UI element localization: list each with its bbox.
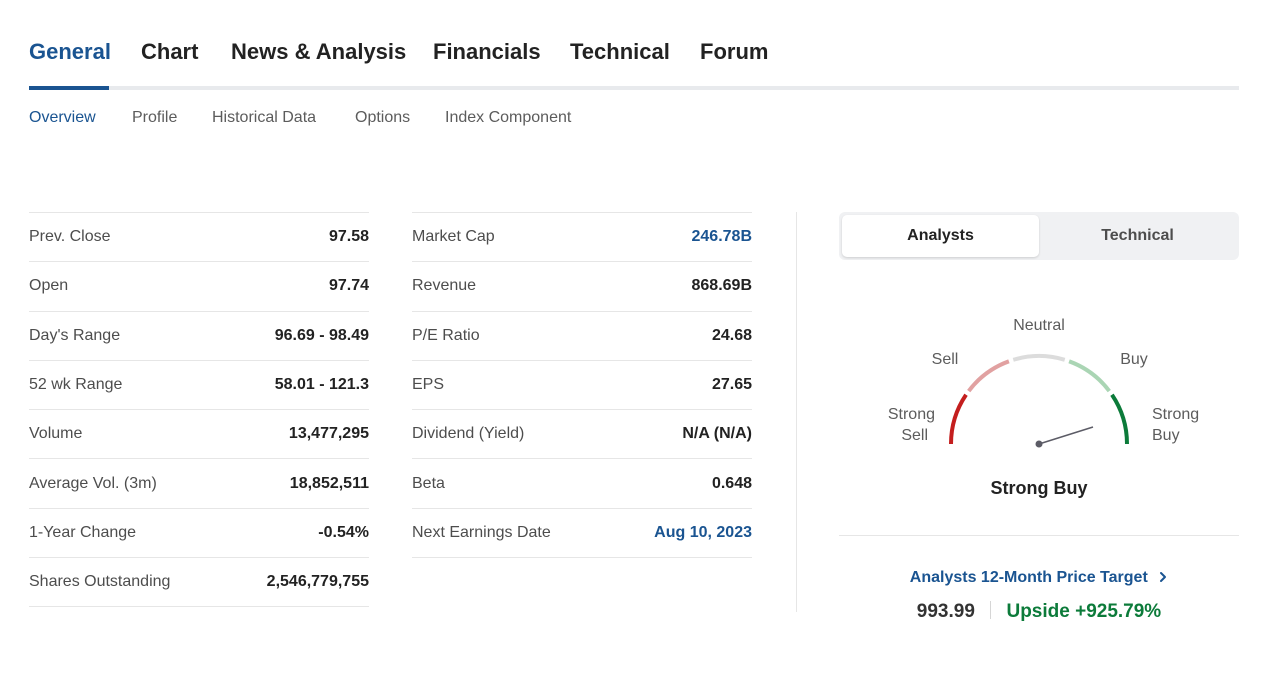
table-row: Revenue 868.69B xyxy=(412,262,753,312)
stats-table-right: Market Cap 246.78B Revenue 868.69B P/E Rat… xyxy=(412,212,753,559)
column-divider xyxy=(796,212,797,612)
market-cap-link[interactable]: 246.78B xyxy=(691,228,753,246)
subtab-historical-data[interactable]: Historical Data xyxy=(212,109,317,126)
gauge-label-strong-buy-line2: Buy xyxy=(1152,427,1180,444)
table-row: Shares Outstanding 2,546,779,755 xyxy=(29,558,369,608)
table-row: Volume 13,477,295 xyxy=(29,410,369,460)
stat-value: N/A (N/A) xyxy=(682,425,752,443)
price-target-link-label: Analysts 12-Month Price Target xyxy=(909,569,1148,586)
stat-value: 27.65 xyxy=(711,376,752,394)
stat-label: Shares Outstanding xyxy=(29,573,171,591)
gauge-label-sell: Sell xyxy=(931,351,959,368)
stat-label: 52 wk Range xyxy=(29,376,123,394)
stat-value: 0.648 xyxy=(711,474,752,492)
price-target-link[interactable]: Analysts 12-Month Price Target xyxy=(839,569,1239,587)
subtab-profile[interactable]: Profile xyxy=(132,109,178,126)
tab-chart[interactable]: Chart xyxy=(141,39,199,64)
stat-label: Dividend (Yield) xyxy=(412,425,525,443)
table-row: Day's Range 96.69 - 98.49 xyxy=(29,312,369,361)
table-row: Next Earnings Date Aug 10, 2023 xyxy=(412,509,752,559)
stat-label: Volume xyxy=(29,425,83,443)
subtab-options[interactable]: Options xyxy=(355,109,411,126)
tab-forum[interactable]: Forum xyxy=(700,39,769,64)
stat-value: 24.68 xyxy=(711,326,752,344)
stat-label: Open xyxy=(29,277,69,295)
table-row: Beta 0.648 xyxy=(412,459,752,509)
gauge-label-strong-sell: Strong Sell xyxy=(869,404,935,446)
gauge-segment-buy xyxy=(1068,359,1111,393)
table-row: Dividend (Yield) N/A (N/A) xyxy=(412,410,752,460)
gauge-needle-pivot xyxy=(1035,440,1043,448)
chevron-right-icon xyxy=(1160,572,1167,582)
gauge-label-strong-buy: Strong Buy xyxy=(1148,404,1208,446)
table-row: EPS 27.65 xyxy=(412,361,752,411)
stat-value: 96.69 - 98.49 xyxy=(274,326,369,344)
active-tab-underline xyxy=(29,86,109,90)
stat-label: Revenue xyxy=(412,277,477,295)
table-row: Prev. Close 97.58 xyxy=(29,213,369,263)
gauge-label-strong-sell-line1: Strong xyxy=(887,406,935,423)
technical-toggle-button[interactable]: Technical xyxy=(1101,227,1174,244)
sentiment-gauge xyxy=(949,354,1129,448)
gauge-segment-neutral xyxy=(1012,354,1066,362)
table-row: P/E Ratio 24.68 xyxy=(412,312,752,361)
table-row: Market Cap 246.78B xyxy=(412,213,753,263)
tab-technical[interactable]: Technical xyxy=(570,39,670,64)
price-target-row: 993.99 Upside +925.79% xyxy=(839,601,1239,623)
table-row: 52 wk Range 58.01 - 121.3 xyxy=(29,361,369,411)
stat-value: 868.69B xyxy=(691,277,753,295)
stat-value: 97.74 xyxy=(328,277,369,295)
stat-label: Market Cap xyxy=(412,228,495,246)
analyst-technical-toggle: Analysts Technical xyxy=(839,212,1239,260)
stat-label: Prev. Close xyxy=(29,228,111,246)
analysts-toggle-button[interactable]: Analysts xyxy=(842,215,1039,257)
subtab-index-component[interactable]: Index Component xyxy=(445,109,572,126)
stat-label: 1-Year Change xyxy=(29,523,137,541)
gauge-segment-sell xyxy=(967,359,1010,393)
gauge-label-strong-sell-line2: Sell xyxy=(901,427,928,444)
price-target-value: 993.99 xyxy=(916,601,975,622)
stat-label: EPS xyxy=(412,376,445,394)
tab-news-analysis[interactable]: News & Analysis xyxy=(231,39,407,64)
stat-label: Average Vol. (3m) xyxy=(29,474,157,492)
gauge-label-neutral: Neutral xyxy=(1013,317,1065,334)
stat-value: 58.01 - 121.3 xyxy=(274,376,369,394)
table-row: Average Vol. (3m) 18,852,511 xyxy=(29,459,369,509)
stat-label: Next Earnings Date xyxy=(412,523,551,541)
main-tabs: General Chart News & Analysis Financials… xyxy=(29,30,1239,90)
stat-label: P/E Ratio xyxy=(412,326,480,344)
stat-value: 13,477,295 xyxy=(288,425,369,443)
gauge-segment-strong-buy xyxy=(1110,393,1129,445)
stat-value: 2,546,779,755 xyxy=(266,573,369,591)
stat-value: 18,852,511 xyxy=(289,474,369,492)
tab-financials[interactable]: Financials xyxy=(433,39,541,64)
subtab-overview[interactable]: Overview xyxy=(29,109,96,126)
stat-label: Day's Range xyxy=(29,326,121,344)
panel-divider xyxy=(839,535,1239,536)
stat-label: Beta xyxy=(412,474,445,492)
stat-value: -0.54% xyxy=(318,523,369,541)
price-target-separator xyxy=(990,601,992,619)
table-row: Open 97.74 xyxy=(29,262,369,312)
next-earnings-date-link[interactable]: Aug 10, 2023 xyxy=(654,523,752,541)
tab-general[interactable]: General xyxy=(29,39,111,64)
stat-value: 97.58 xyxy=(328,228,369,246)
gauge-needle xyxy=(1038,426,1094,445)
table-row: 1-Year Change -0.54% xyxy=(29,509,369,559)
gauge-label-buy: Buy xyxy=(1120,351,1148,368)
stats-table-left: Prev. Close 97.58 Open 97.74 Day's Range 96… xyxy=(29,212,369,608)
gauge-label-strong-buy-line1: Strong xyxy=(1152,406,1200,423)
analyst-consensus: Strong Buy xyxy=(990,478,1088,498)
price-target-upside: Upside +925.79% xyxy=(1006,601,1162,622)
gauge-segment-strong-sell xyxy=(949,393,968,445)
